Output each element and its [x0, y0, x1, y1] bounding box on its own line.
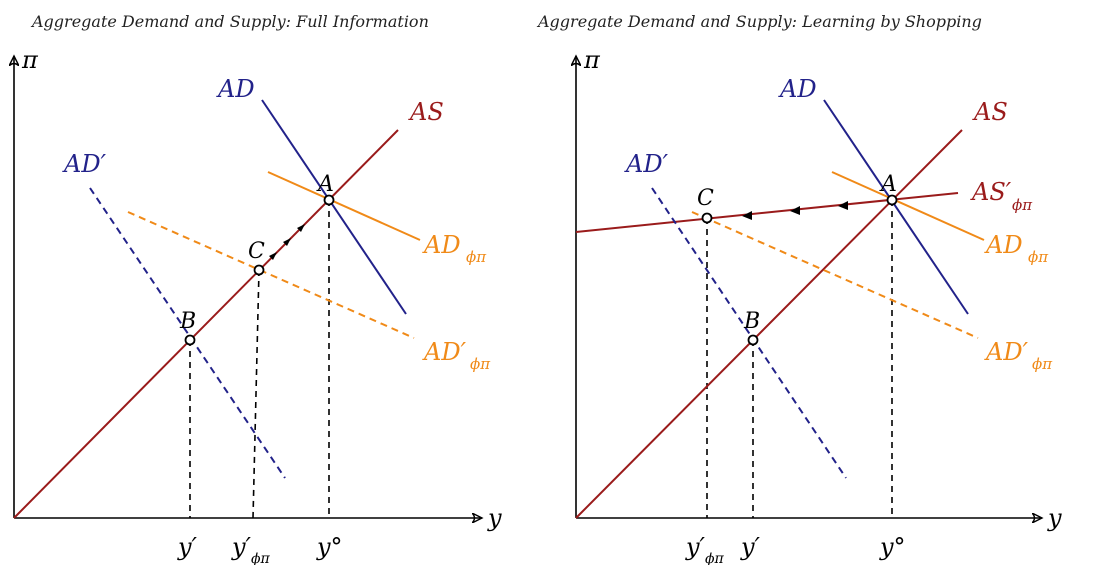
right-tick-y-prime-phi-main: y′	[685, 533, 706, 561]
right-ad-curve	[823, 99, 969, 315]
right-as-curve	[575, 129, 963, 519]
left-ad-phi-label: AD ϕπ	[422, 231, 487, 266]
left-ad-phi-label-sub: ϕπ	[466, 248, 487, 266]
right-adjustment-arrows	[742, 201, 848, 220]
right-tick-y-prime-phi: y′ ϕπ	[685, 533, 725, 565]
left-point-b	[184, 334, 196, 346]
left-ad-phi-label-main: AD	[422, 231, 461, 259]
left-tick-y-prime-phi-main: y′	[231, 533, 252, 561]
left-as-curve	[13, 129, 399, 519]
right-tick-y-circ: y°	[879, 533, 906, 561]
right-point-a	[886, 194, 898, 206]
left-adjust-arrow-3	[269, 252, 277, 260]
left-ad-prime-curve	[89, 187, 286, 479]
left-ad-curve	[261, 99, 407, 315]
right-point-b-label: B	[743, 309, 760, 334]
left-point-a-label: A	[316, 172, 334, 197]
left-ad-label: AD	[216, 75, 255, 103]
right-tick-y-prime-phi-sub: ϕπ	[705, 551, 725, 565]
left-ad-phi-prime-label-main: AD′	[422, 338, 467, 366]
right-ad-label: AD	[778, 75, 817, 103]
right-ad-phi-prime-label-sub: ϕπ	[1032, 355, 1053, 373]
right-ad-phi-label-main: AD	[984, 231, 1023, 259]
right-point-c	[701, 212, 713, 224]
right-x-axis-label: y	[1047, 504, 1062, 532]
left-ad-phi-prime-curve	[127, 211, 415, 339]
left-point-b-label: B	[179, 309, 196, 334]
right-ad-phi-curve	[831, 171, 985, 241]
left-tick-y-prime-phi-sub: ϕπ	[251, 551, 271, 565]
left-ad-phi-prime-label: AD′ ϕπ	[422, 338, 491, 373]
right-ad-prime-curve	[651, 187, 847, 479]
right-ad-phi-prime-curve	[691, 211, 979, 339]
right-as-prime-phi-label: AS′ ϕπ	[970, 178, 1033, 214]
left-title: Aggregate Demand and Supply: Full Inform…	[30, 12, 429, 31]
right-adjust-arrow-3	[742, 211, 752, 220]
right-ad-phi-label: AD ϕπ	[984, 231, 1049, 266]
left-point-c-label: C	[248, 239, 265, 264]
left-adjust-arrow-1	[297, 224, 305, 232]
right-point-c-label: C	[697, 186, 714, 211]
right-panel: Aggregate Demand and Supply: Learning by…	[536, 12, 1062, 565]
left-guide-y-prime-phi	[252, 269, 260, 519]
right-adjust-arrow-2	[790, 206, 800, 215]
left-ad-phi-curve	[267, 171, 421, 241]
left-point-c	[253, 264, 265, 276]
right-title: Aggregate Demand and Supply: Learning by…	[536, 12, 982, 31]
left-tick-y-circ: y°	[316, 533, 343, 561]
left-adjustment-arrows	[269, 224, 305, 260]
right-as-label: AS	[972, 98, 1008, 126]
left-ad-phi-prime-label-sub: ϕπ	[470, 355, 491, 373]
right-ad-phi-prime-label-main: AD′	[984, 338, 1029, 366]
right-as-prime-phi-label-main: AS′	[970, 178, 1012, 206]
left-y-axis-label: π	[21, 46, 39, 74]
right-as-prime-phi-label-sub: ϕπ	[1012, 196, 1033, 214]
left-adjust-arrow-2	[283, 238, 291, 246]
right-tick-y-prime: y′	[740, 533, 761, 561]
right-point-b	[747, 334, 759, 346]
left-tick-y-prime-phi: y′ ϕπ	[231, 533, 271, 565]
left-x-axis-label: y	[487, 504, 502, 532]
right-ad-phi-label-sub: ϕπ	[1028, 248, 1049, 266]
left-ad-prime-label: AD′	[62, 150, 107, 178]
left-tick-y-prime: y′	[177, 533, 198, 561]
left-point-a	[323, 194, 335, 206]
left-panel: Aggregate Demand and Supply: Full Inform…	[14, 12, 502, 565]
right-y-axis-label: π	[583, 46, 601, 74]
left-as-label: AS	[408, 98, 444, 126]
right-ad-prime-label: AD′	[624, 150, 669, 178]
right-adjust-arrow-1	[838, 201, 848, 210]
right-point-a-label: A	[879, 172, 897, 197]
right-ad-phi-prime-label: AD′ ϕπ	[984, 338, 1053, 373]
